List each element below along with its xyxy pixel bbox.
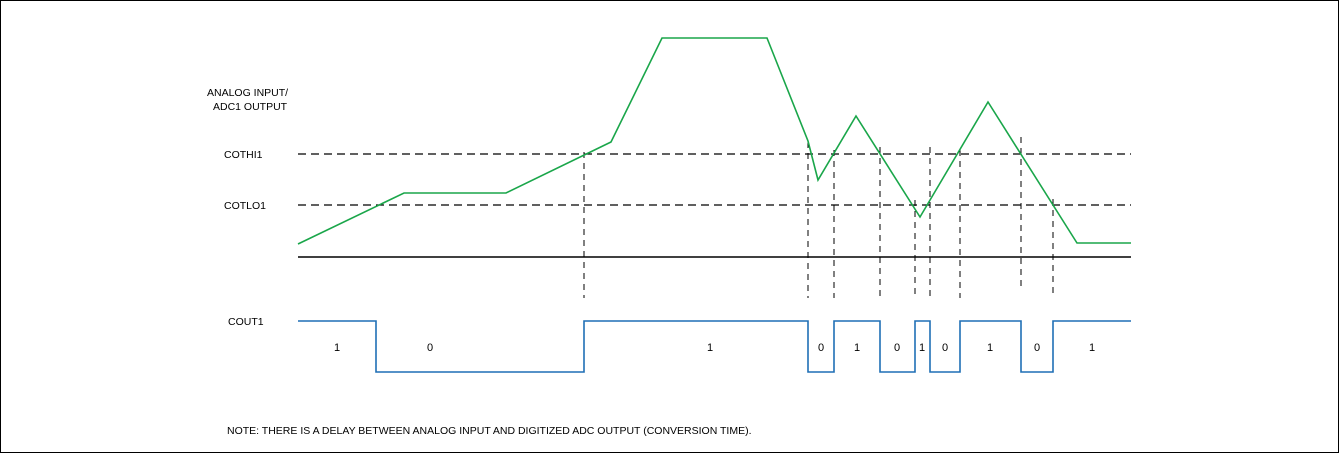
bit-labels: 1 0 1 0 1 0 1 0 1 0 1 [334,342,1095,354]
crossing-markers [583,137,1054,298]
bit-value-label: 1 [1089,342,1095,354]
bit-value-label: 0 [427,342,433,354]
bit-value-label: 0 [942,342,948,354]
bit-value-label: 0 [894,342,900,354]
bit-value-label: 1 [707,342,713,354]
bit-value-label: 0 [818,342,824,354]
analog-waveform [297,37,1131,245]
cothi-label: COTHI1 [224,149,263,161]
note-text: NOTE: THERE IS A DELAY BETWEEN ANALOG IN… [227,425,752,437]
analog-input-label-line2: ADC1 OUTPUT [213,101,288,113]
bit-value-label: 1 [987,342,993,354]
digital-output-waveform [298,320,1131,373]
bit-value-label: 1 [919,342,925,354]
cotlo-label: COTLO1 [224,200,266,212]
analog-input-label-line1: ANALOG INPUT/ [207,87,288,99]
bit-value-label: 1 [854,342,860,354]
bit-value-label: 0 [1034,342,1040,354]
cout-label: COUT1 [228,316,264,328]
bit-value-label: 1 [334,342,340,354]
